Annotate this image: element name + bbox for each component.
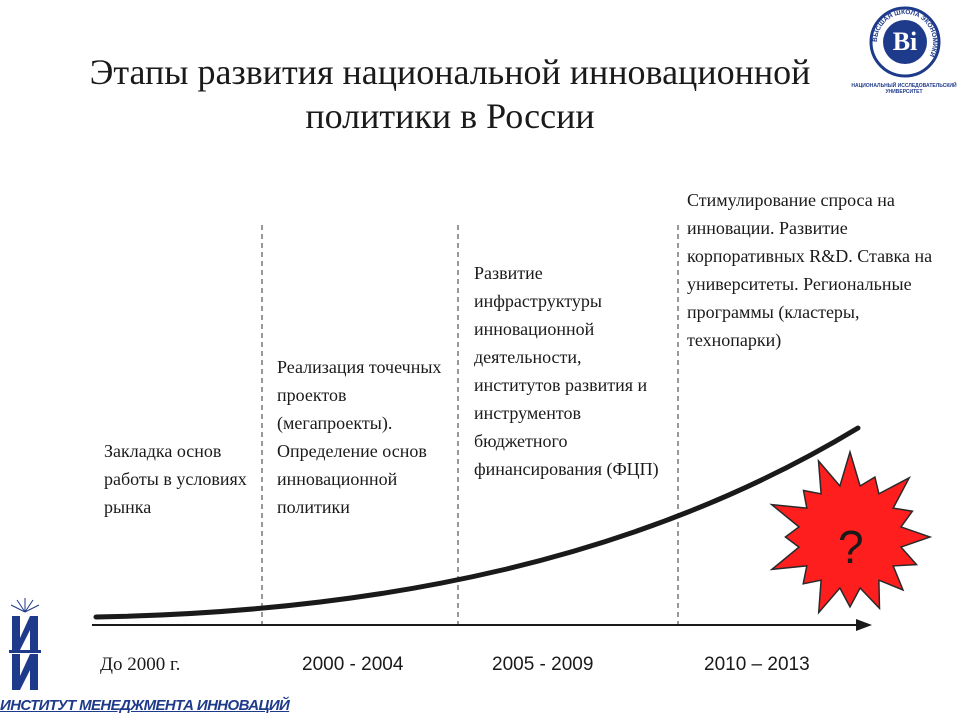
hse-caption: НАЦИОНАЛЬНЫЙ ИССЛЕДОВАТЕЛЬСКИЙ УНИВЕРСИТ… xyxy=(851,83,957,95)
period-label-1: До 2000 г. xyxy=(100,654,181,675)
stage-4-text: Стимулирование спроса на инновации. Разв… xyxy=(687,190,933,350)
stage-3-text: Развитие инфраструктуры инновационной де… xyxy=(474,263,659,479)
time-axis-arrowhead xyxy=(856,619,872,631)
period-label-2: 2000 - 2004 xyxy=(302,654,404,675)
imi-logo xyxy=(9,598,41,690)
growth-curve xyxy=(93,425,861,620)
svg-text:Bi: Bi xyxy=(893,27,918,56)
period-label-3: 2005 - 2009 xyxy=(492,654,594,675)
stage-1-text: Закладка основ работы в условиях рынка xyxy=(104,441,247,517)
question-mark: ? xyxy=(838,521,864,573)
stage-2-text: Реализация точечных проектов (мегапроект… xyxy=(277,357,442,517)
imi-name: ИНСТИТУТ МЕНЕДЖМЕНТА ИННОВАЦИЙ xyxy=(0,697,290,714)
question-burst xyxy=(769,449,933,615)
period-label-4: 2010 – 2013 xyxy=(704,654,810,675)
page-title: Этапы развития национальной инновационно… xyxy=(89,52,811,136)
hse-logo: Bi ВЫСШАЯ ШКОЛА ЭКОНОМИКИ xyxy=(869,6,941,78)
